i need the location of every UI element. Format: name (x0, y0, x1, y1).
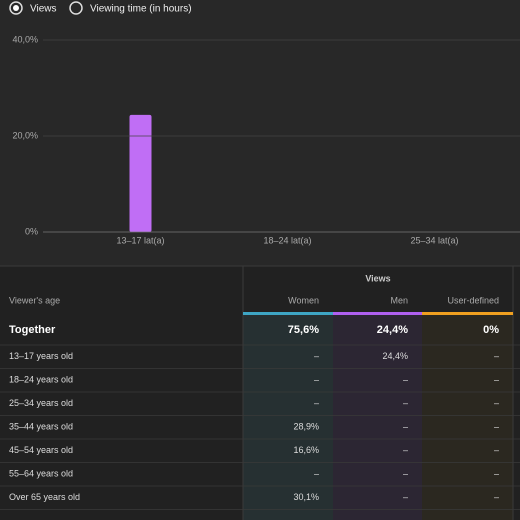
x-tick-label: 18–24 lat(a) (263, 235, 311, 245)
cell: – (403, 469, 408, 479)
row-label: 55–64 years old (9, 469, 73, 479)
cell: – (494, 469, 499, 479)
cell: – (494, 375, 499, 385)
row-label: 45–54 years old (9, 445, 73, 455)
row-label: 35–44 years old (9, 422, 73, 432)
cell: 30,1% (293, 492, 319, 502)
x-tick-label: 25–34 lat(a) (410, 235, 458, 245)
cell: – (403, 492, 408, 502)
row-label: 25–34 years old (9, 398, 73, 408)
column-header: Women (288, 295, 319, 305)
column-accent (333, 312, 422, 315)
cell: 75,6% (288, 324, 319, 336)
cell: 24,4% (382, 351, 408, 361)
row-label: 18–24 years old (9, 375, 73, 385)
x-tick-label: 13–17 lat(a) (116, 235, 164, 245)
row-label: Together (9, 324, 56, 336)
row-label: 13–17 years old (9, 351, 73, 361)
column-tint (422, 313, 513, 520)
cell: – (403, 445, 408, 455)
radio-dot (13, 5, 19, 11)
group-header: Views (365, 273, 390, 283)
radio-label[interactable]: Viewing time (in hours) (90, 4, 192, 15)
cell: 24,4% (377, 324, 408, 336)
y-tick-label: 20,0% (12, 130, 38, 140)
radio-button[interactable] (9, 1, 23, 15)
radio-button[interactable] (69, 1, 83, 15)
bar (129, 114, 152, 232)
cell: – (314, 469, 319, 479)
cell: 16,6% (293, 445, 319, 455)
cell: – (494, 398, 499, 408)
cell: – (403, 422, 408, 432)
cell: – (403, 375, 408, 385)
cell: – (314, 375, 319, 385)
cell: – (494, 422, 499, 432)
column-header: Men (390, 295, 408, 305)
cell: 0% (483, 324, 499, 336)
cell: – (314, 351, 319, 361)
y-tick-label: 0% (25, 226, 38, 236)
column-tint (333, 313, 422, 520)
column-header: Viewer's age (9, 295, 60, 305)
cell: 28,9% (293, 422, 319, 432)
y-tick-label: 40,0% (12, 34, 38, 44)
cell: – (494, 492, 499, 502)
cell: – (494, 351, 499, 361)
column-tint (243, 313, 333, 520)
row-label: Over 65 years old (9, 492, 80, 502)
radio-label[interactable]: Views (30, 4, 57, 15)
column-accent (422, 312, 513, 315)
column-header: User-defined (447, 295, 499, 305)
cell: – (403, 398, 408, 408)
cell: – (314, 398, 319, 408)
column-accent (243, 312, 333, 315)
cell: – (494, 445, 499, 455)
